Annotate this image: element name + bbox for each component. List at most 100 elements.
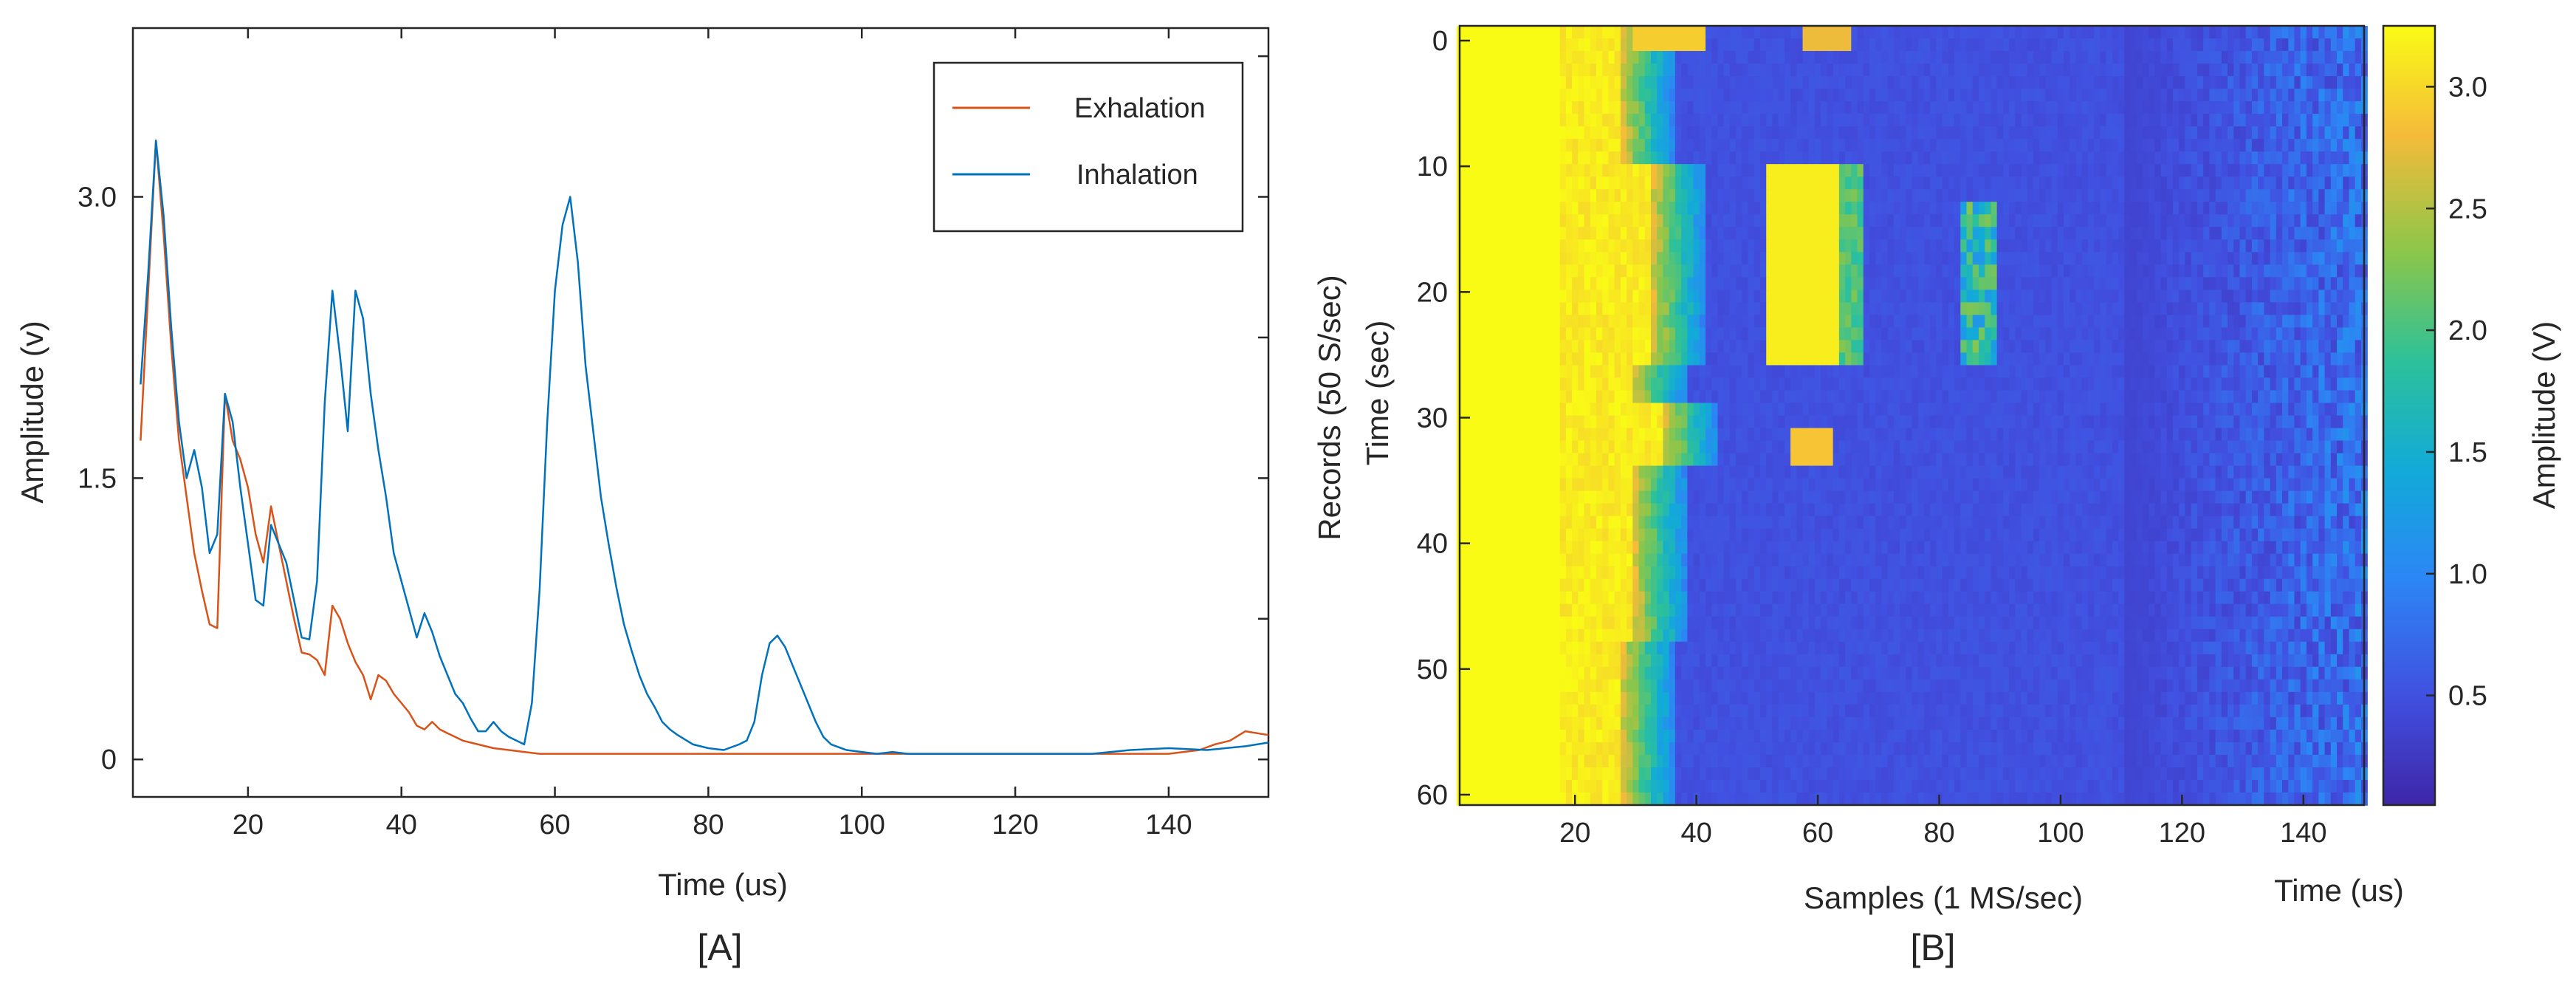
- heatmap-cell: [1942, 264, 1949, 278]
- heatmap-cell: [2081, 352, 2089, 366]
- heatmap-cell: [2027, 89, 2034, 102]
- heatmap-cell: [1772, 202, 1779, 216]
- heatmap-cell: [1917, 101, 1925, 114]
- heatmap-cell: [2124, 264, 2132, 278]
- heatmap-cell: [2021, 214, 2028, 228]
- heatmap-cell: [1535, 202, 1542, 216]
- x-tick-label: 140: [1145, 809, 1192, 841]
- heatmap-cell: [2033, 403, 2040, 417]
- heatmap-cell: [1493, 114, 1500, 127]
- heatmap-cell: [1523, 101, 1531, 114]
- heatmap-cell: [2045, 227, 2053, 241]
- heatmap-cell: [2209, 139, 2216, 152]
- heatmap-cell: [2094, 202, 2101, 216]
- heatmap-cell: [2294, 76, 2301, 89]
- heatmap-cell: [1717, 403, 1725, 417]
- heatmap-cell: [2094, 239, 2101, 253]
- heatmap-cell: [2251, 139, 2259, 152]
- heatmap-cell: [2160, 403, 2168, 417]
- heatmap-cell: [1706, 126, 1712, 140]
- heatmap-cell: [1796, 64, 1804, 77]
- heatmap-cell: [2355, 227, 2362, 241]
- heatmap-cell: [1923, 315, 1931, 329]
- heatmap-cell: [1808, 227, 1816, 241]
- heatmap-cell: [2258, 315, 2265, 329]
- heatmap-cell: [2112, 239, 2119, 253]
- heatmap-cell: [1620, 290, 1627, 304]
- heatmap-cell: [2118, 76, 2126, 89]
- heatmap-cell: [1711, 139, 1719, 152]
- heatmap-cell: [2118, 189, 2126, 203]
- heatmap-cell: [2197, 101, 2204, 114]
- heatmap-cell: [2349, 164, 2356, 177]
- heatmap-cell: [2142, 340, 2149, 354]
- heatmap-cell: [1996, 365, 2004, 379]
- heatmap-cell: [1523, 51, 1531, 64]
- heatmap-cell: [1693, 202, 1700, 216]
- heatmap-cell: [1857, 114, 1864, 127]
- heatmap-cell: [1487, 114, 1494, 127]
- heatmap-cell: [2094, 64, 2101, 77]
- heatmap-cell: [1627, 390, 1634, 404]
- heatmap-cell: [2112, 403, 2119, 417]
- heatmap-cell: [1985, 365, 1992, 379]
- heatmap-cell: [2002, 352, 2010, 366]
- heatmap-cell: [2106, 302, 2113, 316]
- heatmap-cell: [1499, 151, 1506, 165]
- heatmap-cell: [1548, 189, 1555, 203]
- heatmap-cell: [2166, 352, 2174, 366]
- heatmap-cell: [1499, 340, 1506, 354]
- heatmap-cell: [2294, 214, 2301, 228]
- heatmap-cell: [1875, 340, 1883, 354]
- heatmap-cell: [1523, 252, 1531, 266]
- heatmap-cell: [2270, 89, 2277, 102]
- heatmap-cell: [1699, 26, 1706, 39]
- heatmap-cell: [2075, 26, 2083, 39]
- heatmap-cell: [1936, 239, 1943, 253]
- heatmap-cell: [2312, 352, 2320, 366]
- heatmap-cell: [1814, 101, 1821, 114]
- heatmap-cell: [1923, 290, 1931, 304]
- heatmap-cell: [2130, 151, 2137, 165]
- heatmap-cell: [1912, 26, 1919, 39]
- heatmap-cell: [1542, 202, 1548, 216]
- heatmap-cell: [1620, 177, 1627, 191]
- heatmap-cell: [1863, 302, 1870, 316]
- heatmap-cell: [1517, 126, 1525, 140]
- heatmap-cell: [2228, 428, 2235, 442]
- heatmap-cell: [1814, 51, 1821, 64]
- heatmap-cell: [1930, 101, 1937, 114]
- heatmap-cell: [1948, 290, 1955, 304]
- heatmap-cell: [2130, 365, 2137, 379]
- heatmap-cell: [1754, 64, 1761, 77]
- heatmap-cell: [2251, 239, 2259, 253]
- heatmap-cell: [2179, 38, 2186, 52]
- heatmap-cell: [2009, 227, 2016, 241]
- heatmap-cell: [1632, 264, 1640, 278]
- heatmap-cell: [2094, 214, 2101, 228]
- heatmap-cell: [2051, 51, 2058, 64]
- heatmap-cell: [2100, 352, 2107, 366]
- heatmap-cell: [1699, 214, 1706, 228]
- heatmap-cell: [2051, 390, 2058, 404]
- heatmap-cell: [2118, 26, 2126, 39]
- heatmap-cell: [2112, 390, 2119, 404]
- heatmap-cell: [2166, 189, 2174, 203]
- heatmap-cell: [2258, 327, 2265, 341]
- heatmap-cell: [1493, 101, 1500, 114]
- heatmap-cell: [2276, 403, 2283, 417]
- heatmap-cell: [2270, 277, 2277, 291]
- heatmap-cell: [1723, 76, 1731, 89]
- heatmap-cell: [1851, 227, 1858, 241]
- heatmap-cell: [1553, 340, 1561, 354]
- heatmap-cell: [1960, 202, 1968, 216]
- heatmap-cell: [1651, 327, 1658, 341]
- heatmap-cell: [1857, 189, 1864, 203]
- heatmap-cell: [2160, 202, 2168, 216]
- heatmap-cell: [2258, 139, 2265, 152]
- heatmap-cell: [1511, 101, 1518, 114]
- heatmap-cell: [1778, 76, 1785, 89]
- heatmap-cell: [1906, 340, 1913, 354]
- heatmap-cell: [1912, 239, 1919, 253]
- heatmap-cell: [2051, 377, 2058, 391]
